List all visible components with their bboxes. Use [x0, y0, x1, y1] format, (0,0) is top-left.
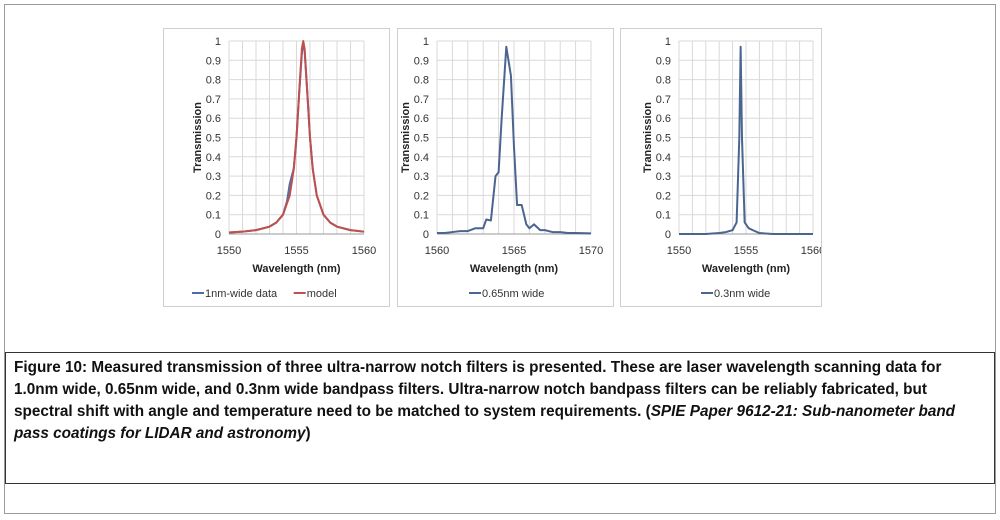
- y-axis-label: Transmission: [642, 102, 654, 173]
- caption-citation: SPIE Paper 9612-21: Sub-nanometer band p…: [14, 403, 956, 442]
- chart-panel-1nm: 0 0.1 0.2 0.3 0.4 0.5 0.6 0.7 0.8 0.9 1 1550 1555 156…: [163, 28, 390, 307]
- series-line-model: [228, 40, 365, 234]
- y-tick-label: 0.9: [206, 55, 221, 67]
- x-axis-label: Wavelength (nm): [702, 263, 791, 275]
- y-tick-label: 0.3: [414, 171, 429, 183]
- legend-label: 1nm-wide data: [205, 288, 278, 300]
- y-tick-label: 0.4: [414, 152, 429, 164]
- y-tick-label: 0.5: [206, 133, 221, 145]
- y-tick-label: 0.1: [414, 210, 429, 222]
- figure-caption: Figure 10: Measured transmission of thre…: [5, 352, 995, 484]
- series-line-0-65nm-wide: [437, 45, 592, 235]
- x-axis-label: Wavelength (nm): [470, 263, 559, 275]
- y-axis-label: Transmission: [192, 102, 204, 173]
- y-tick-label: 0.3: [206, 171, 221, 183]
- y-tick-label: 0.2: [206, 190, 221, 202]
- series-line-0-3nm-wide: [679, 45, 813, 235]
- figure-frame: [4, 4, 996, 514]
- x-tick-label: 1560: [801, 245, 821, 257]
- y-tick-label: 0.7: [656, 94, 671, 106]
- x-tick-label: 1555: [284, 245, 308, 257]
- y-tick-label: 0: [215, 229, 221, 241]
- legend-label: 0.65nm wide: [482, 288, 544, 300]
- x-axis-label: Wavelength (nm): [252, 263, 341, 275]
- caption-label: Figure 10:: [14, 359, 88, 376]
- y-tick-label: 0.6: [656, 113, 671, 125]
- y-tick-label: 0: [665, 229, 671, 241]
- x-tick-label: 1560: [425, 245, 449, 257]
- y-tick-label: 1: [423, 36, 429, 48]
- x-tick-label: 1555: [734, 245, 758, 257]
- y-tick-label: 0.9: [414, 55, 429, 67]
- y-tick-label: 0.1: [206, 210, 221, 222]
- y-tick-label: 0.3: [656, 171, 671, 183]
- x-tick-label: 1550: [217, 245, 241, 257]
- y-tick-label: 0.4: [656, 152, 671, 164]
- y-tick-label: 0.7: [206, 94, 221, 106]
- chart-1: 0 0.1 0.2 0.3 0.4 0.5 0.6 0.7 0.8 0.9 1 1550 1555 156…: [192, 36, 376, 300]
- legend-label: model: [307, 288, 337, 300]
- y-tick-label: 0.7: [414, 94, 429, 106]
- y-tick-label: 1: [215, 36, 221, 48]
- y-tick-label: 0.4: [206, 152, 221, 164]
- y-tick-label: 0.6: [414, 113, 429, 125]
- x-tick-label: 1560: [352, 245, 376, 257]
- x-tick-label: 1565: [502, 245, 526, 257]
- chart-3: 0 0.1 0.2 0.3 0.4 0.5 0.6 0.7 0.8 0.9 1 1550 1555 156…: [642, 36, 821, 300]
- y-axis-label: Transmission: [400, 102, 412, 173]
- y-tick-label: 0.8: [206, 75, 221, 87]
- chart-2: 0 0.1 0.2 0.3 0.4 0.5 0.6 0.7 0.8 0.9 1 1560 1565 157…: [400, 36, 603, 300]
- x-tick-label: 1550: [667, 245, 691, 257]
- y-tick-label: 0: [423, 229, 429, 241]
- y-tick-label: 0.1: [656, 210, 671, 222]
- y-tick-label: 0.2: [414, 190, 429, 202]
- y-tick-label: 0.8: [656, 75, 671, 87]
- x-tick-label: 1570: [579, 245, 603, 257]
- legend-label: 0.3nm wide: [714, 288, 770, 300]
- caption-text: Measured transmission of three ultra-nar…: [14, 359, 942, 420]
- chart-panel-0.65nm: 0 0.1 0.2 0.3 0.4 0.5 0.6 0.7 0.8 0.9 1 1560 1565 157…: [397, 28, 614, 307]
- y-tick-label: 0.5: [656, 133, 671, 145]
- y-tick-label: 0.9: [656, 55, 671, 67]
- y-tick-label: 1: [665, 36, 671, 48]
- y-tick-label: 0.8: [414, 75, 429, 87]
- y-tick-label: 0.5: [414, 133, 429, 145]
- chart-panel-0.3nm: 0 0.1 0.2 0.3 0.4 0.5 0.6 0.7 0.8 0.9 1 1550 1555 156…: [620, 28, 822, 307]
- y-tick-label: 0.2: [656, 190, 671, 202]
- caption-close: ): [305, 425, 311, 442]
- y-tick-label: 0.6: [206, 113, 221, 125]
